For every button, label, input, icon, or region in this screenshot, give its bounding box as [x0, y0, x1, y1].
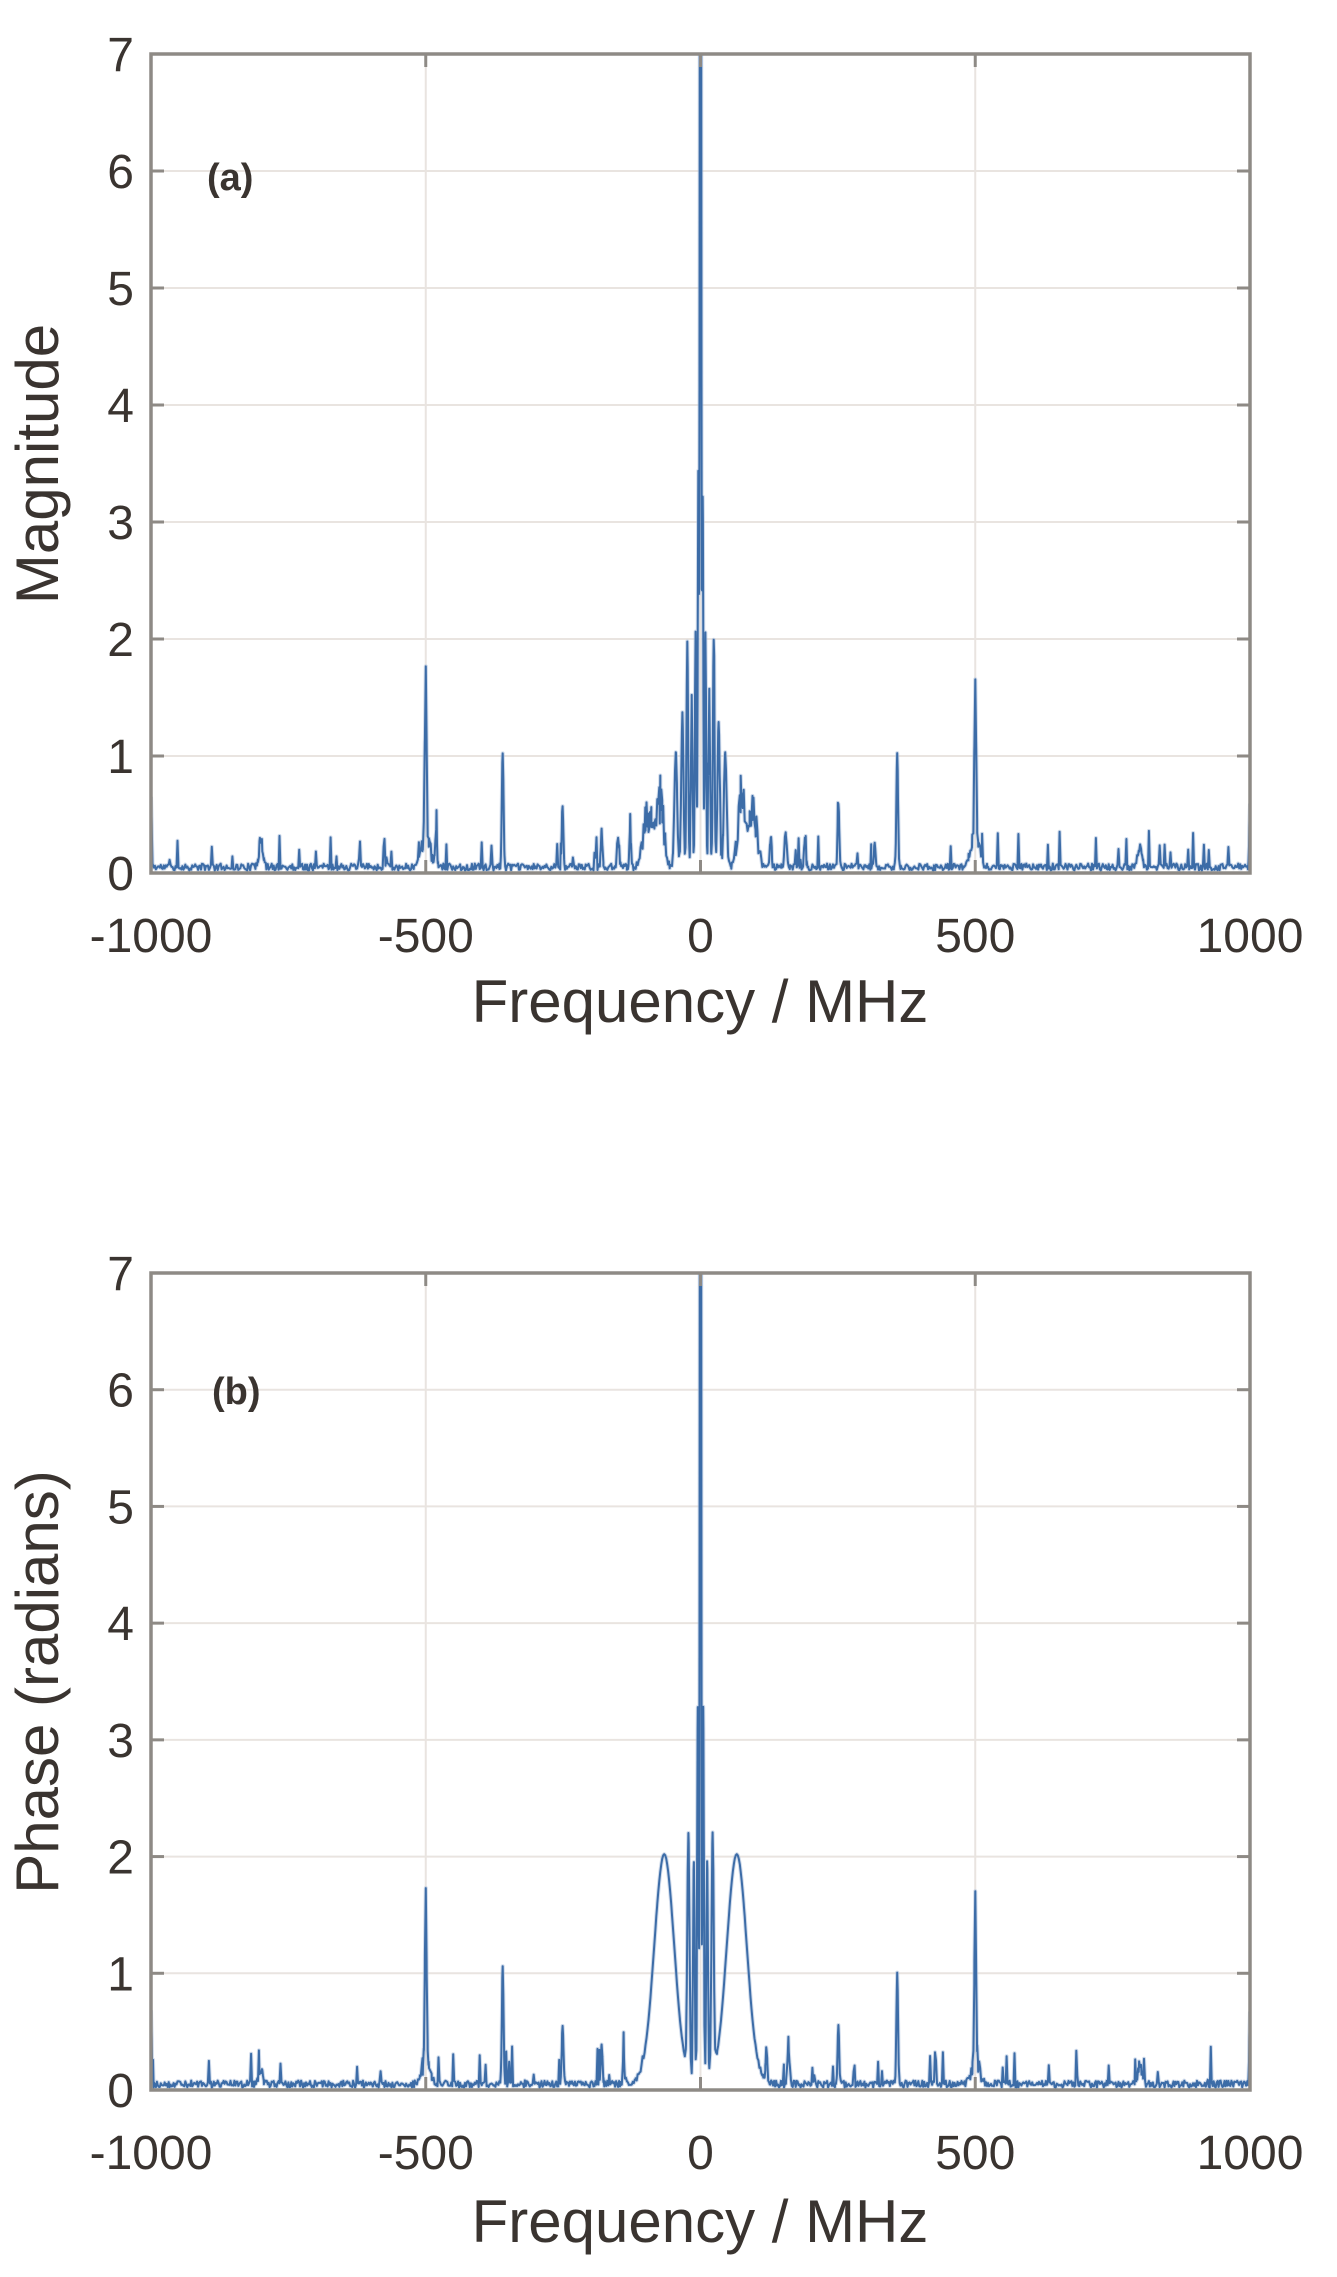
spectrum-trace: [151, 1273, 1250, 2089]
spectrum-trace: [151, 54, 1250, 872]
x-tick-label: 1000: [1197, 2127, 1304, 2180]
x-tick-label: 500: [935, 2127, 1015, 2180]
x-axis-label: Frequency / MHz: [472, 2188, 929, 2255]
x-tick-label: -500: [378, 910, 474, 963]
x-tick-label: 0: [687, 2127, 714, 2180]
panel-label: (b): [212, 1371, 261, 1413]
plot-layer-a: -1000 -500 0 500 1000 0 1 2 3 4 5 6 7: [90, 29, 1304, 963]
x-tick-label: 0: [687, 910, 714, 963]
y-tick-label: 4: [107, 1598, 134, 1651]
y-tick-label: 2: [107, 614, 134, 667]
x-axis-label: Frequency / MHz: [472, 968, 929, 1035]
y-axis-label: Phase (radians): [4, 1470, 71, 1894]
panel-label: (a): [207, 157, 253, 199]
tick-labels: -1000 -500 0 500 1000 0 1 2 3 4 5 6 7: [90, 1248, 1304, 2180]
y-tick-label: 6: [107, 1365, 134, 1418]
y-tick-label: 3: [107, 497, 134, 550]
x-tick-label: 1000: [1197, 910, 1304, 963]
y-axis-label: Magnitude: [4, 324, 71, 604]
tick-labels: -1000 -500 0 500 1000 0 1 2 3 4 5 6 7: [90, 29, 1304, 963]
y-tick-label: 4: [107, 380, 134, 433]
y-tick-label: 3: [107, 1715, 134, 1768]
magnitude-spectrum-chart: -1000 -500 0 500 1000 0 1 2 3 4 5 6 7 Magnitude Freq…: [4, 29, 1304, 1035]
y-tick-label: 7: [107, 1248, 134, 1301]
y-tick-label: 0: [107, 848, 134, 901]
y-tick-label: 1: [107, 731, 134, 784]
x-tick-label: -1000: [90, 2127, 213, 2180]
y-tick-label: 2: [107, 1832, 134, 1885]
y-tick-label: 0: [107, 2065, 134, 2118]
tick-marks: [149, 52, 1252, 875]
x-tick-label: -1000: [90, 910, 213, 963]
y-tick-label: 6: [107, 146, 134, 199]
y-tick-label: 7: [107, 29, 134, 82]
y-tick-label: 1: [107, 1948, 134, 2001]
y-tick-label: 5: [107, 263, 134, 316]
y-tick-label: 5: [107, 1481, 134, 1534]
phase-spectrum-chart: -1000 -500 0 500 1000 0 1 2 3 4 5 6 7 Phase (radians…: [4, 1248, 1304, 2255]
tick-marks: [149, 1271, 1252, 2092]
x-tick-label: -500: [378, 2127, 474, 2180]
plot-layer-b: -1000 -500 0 500 1000 0 1 2 3 4 5 6 7: [90, 1248, 1304, 2180]
x-tick-label: 500: [935, 910, 1015, 963]
